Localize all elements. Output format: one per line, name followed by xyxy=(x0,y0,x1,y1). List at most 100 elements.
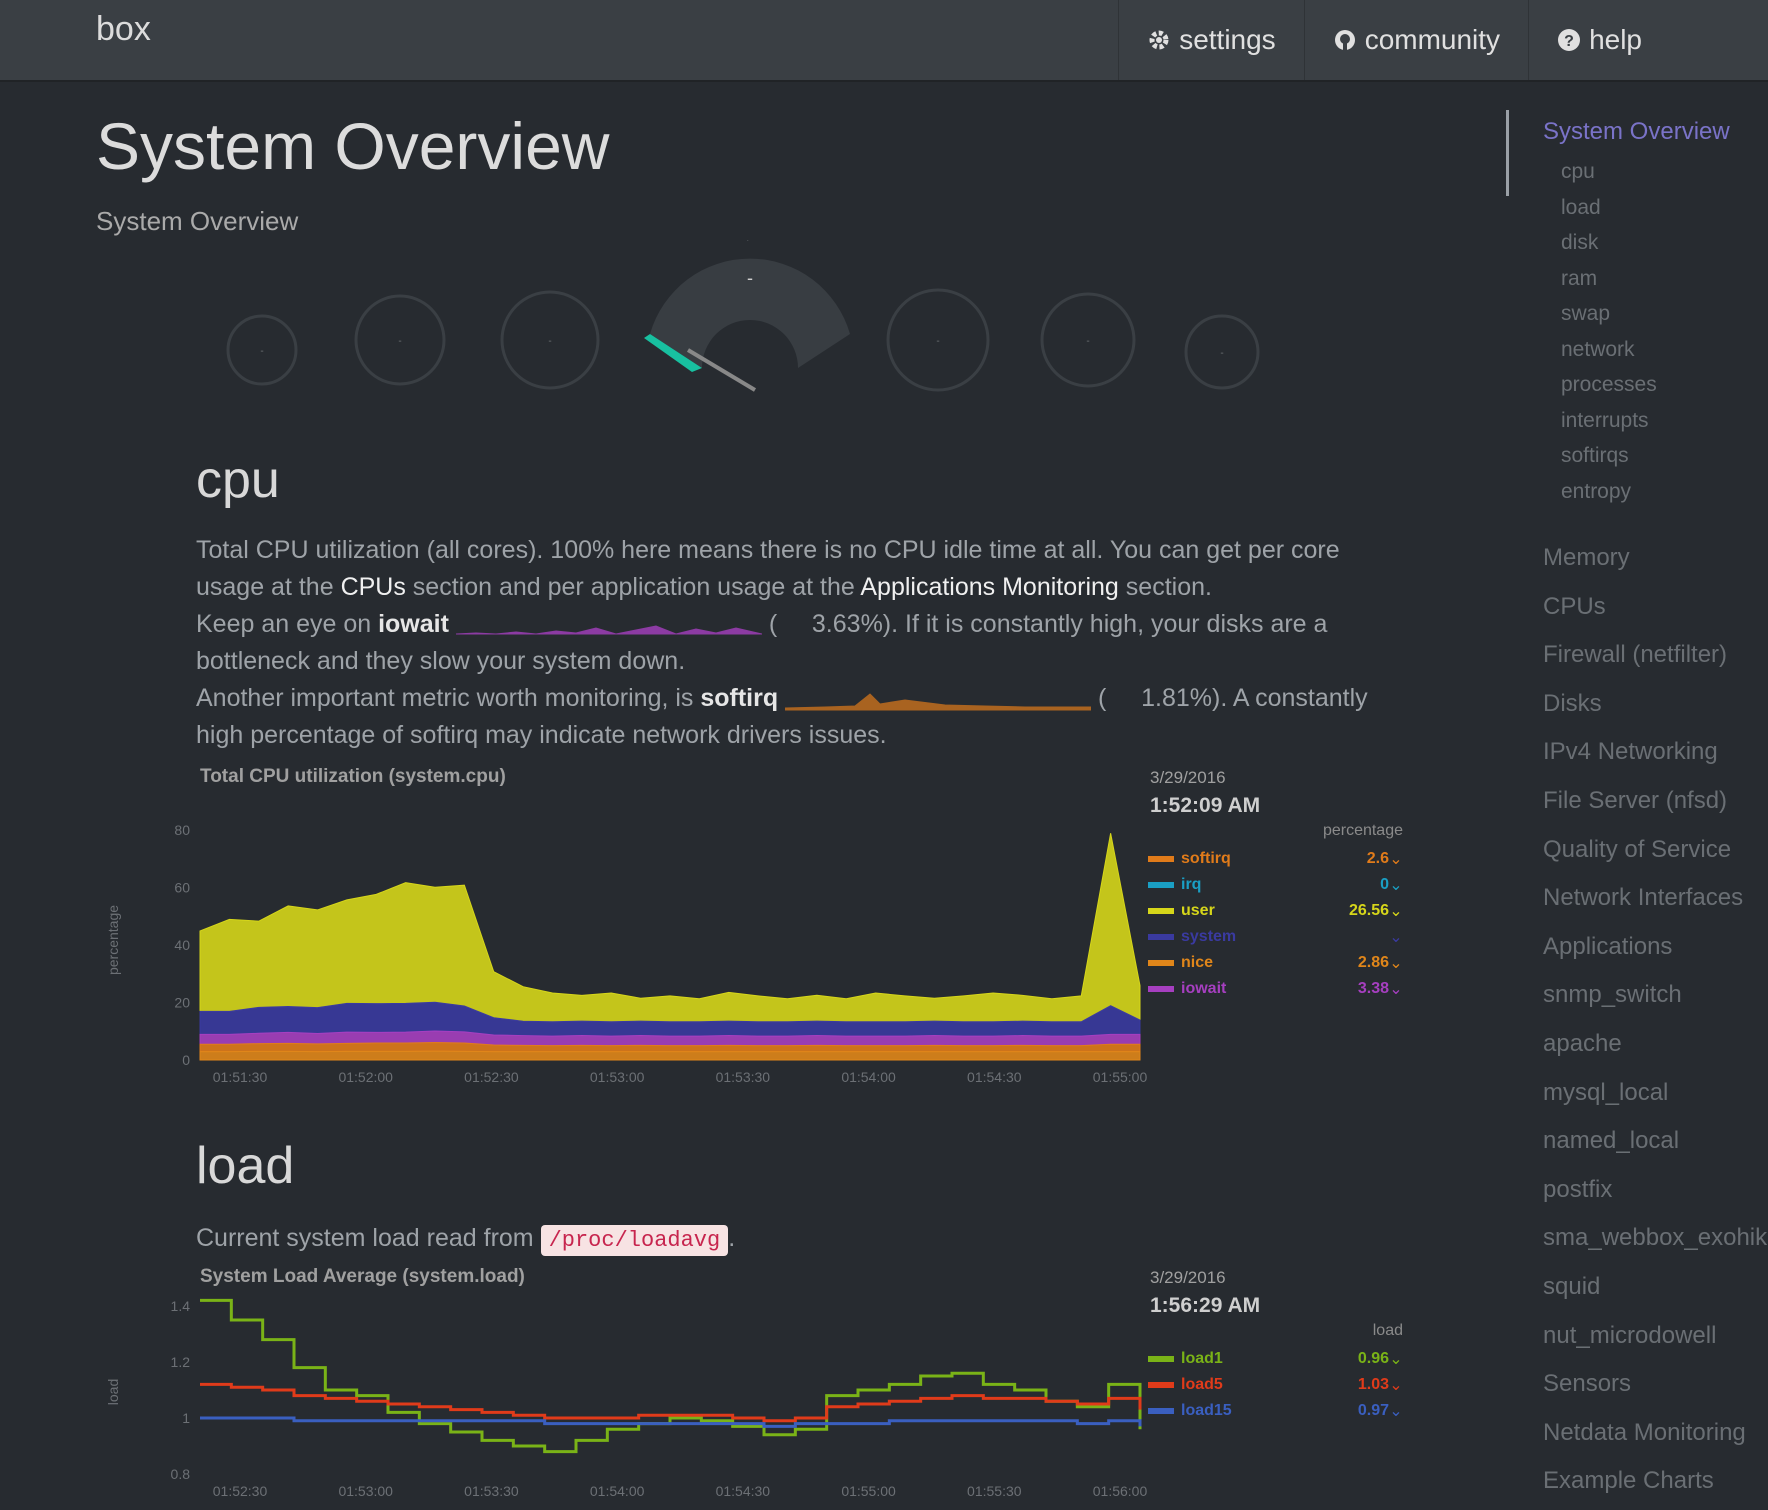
legend-swatch xyxy=(1148,1356,1174,1362)
cpu-desc-text: Keep an eye on xyxy=(196,610,379,638)
series-area-user xyxy=(199,833,1141,1023)
sidebar-subitem-disk[interactable]: disk xyxy=(1561,231,1599,254)
top-navbar: box settings community ? help xyxy=(0,0,1768,82)
sidebar-item-example-charts[interactable]: Example Charts xyxy=(1543,1467,1714,1495)
cpu-chart-title: Total CPU utilization (system.cpu) xyxy=(200,766,506,787)
sidebar-item-quality-of-service[interactable]: Quality of Service xyxy=(1543,835,1732,863)
sidebar-item-network-interfaces[interactable]: Network Interfaces xyxy=(1543,884,1744,912)
legend-name: system xyxy=(1181,928,1237,945)
x-tick-label: 01:51:30 xyxy=(213,1069,268,1085)
sidebar-item-ipv4-networking[interactable]: IPv4 Networking xyxy=(1543,738,1718,766)
sidebar-subitem-ram[interactable]: ram xyxy=(1561,266,1598,290)
load-ylabel: load xyxy=(105,1379,121,1405)
iowait-value: 3.63% xyxy=(811,610,883,638)
chevron-down-icon: ⌄ xyxy=(1389,903,1403,920)
sidebar-item-firewall-netfilter-[interactable]: Firewall (netfilter) xyxy=(1543,641,1728,669)
legend-item-system[interactable]: system ⌄ xyxy=(1148,924,1403,950)
x-tick-label: 01:54:30 xyxy=(716,1483,771,1499)
help-button[interactable]: ? help xyxy=(1528,0,1670,80)
sidebar-subitem-processes[interactable]: processes xyxy=(1561,373,1657,396)
sidebar-item-system-overview[interactable]: System Overview xyxy=(1543,118,1730,145)
legend-item-nice[interactable]: nice 2.86 ⌄ xyxy=(1148,950,1403,976)
cpu-gauge-arc xyxy=(650,258,850,368)
paren-open: ( xyxy=(761,610,778,638)
settings-button[interactable]: settings xyxy=(1118,0,1304,80)
legend-item-irq[interactable]: irq 0 ⌄ xyxy=(1148,872,1403,898)
legend-item-user[interactable]: user 26.56 ⌄ xyxy=(1148,898,1403,924)
cpu-desc-text: Another important metric worth monitorin… xyxy=(196,684,701,712)
sidebar-item-netdata-monitoring[interactable]: Netdata Monitoring xyxy=(1543,1418,1746,1446)
sidebar-subitem-network[interactable]: network xyxy=(1561,337,1635,361)
softirq-sparkline xyxy=(785,693,1092,711)
legend-value: 0 xyxy=(1380,876,1389,893)
sidebar-item-disks[interactable]: Disks xyxy=(1543,689,1602,717)
legend-name: load15 xyxy=(1181,1402,1232,1419)
x-tick-label: 01:54:00 xyxy=(590,1483,645,1499)
x-tick-label: 01:53:30 xyxy=(464,1483,519,1499)
sidebar-item-apache[interactable]: apache xyxy=(1543,1030,1622,1057)
question-icon: ? xyxy=(1558,29,1581,51)
gauge-value: - xyxy=(398,336,401,347)
legend-item-load1[interactable]: load1 0.96 ⌄ xyxy=(1148,1346,1403,1372)
legend-item-iowait[interactable]: iowait 3.38 ⌄ xyxy=(1148,976,1403,1002)
gauge-value: - xyxy=(936,336,939,347)
x-tick-label: 01:52:00 xyxy=(338,1069,393,1085)
load-legend: load load1 0.96 ⌄ load5 1.03 ⌄ load15 0.97 ⌄ xyxy=(1148,1322,1403,1424)
legend-name: load5 xyxy=(1181,1376,1223,1393)
cpus-link[interactable]: CPUs xyxy=(340,573,406,601)
x-tick-label: 01:53:00 xyxy=(338,1483,393,1499)
github-icon xyxy=(1334,30,1355,50)
sidebar-item-mysql-local[interactable]: mysql_local xyxy=(1543,1078,1669,1106)
cpu-chart[interactable]: percentage 0 20 40 60 80 01:51:30 01:52:00 01:5… xyxy=(96,810,1156,1090)
sidebar-item-snmp-switch[interactable]: snmp_switch xyxy=(1543,981,1682,1009)
sidebar-item-cpus[interactable]: CPUs xyxy=(1543,592,1606,620)
applications-link[interactable]: Applications Monitoring xyxy=(860,573,1119,601)
help-label: help xyxy=(1589,24,1642,55)
load-chart-date: 3/29/2016 xyxy=(1150,1268,1226,1287)
legend-value: 26.56 xyxy=(1348,902,1389,919)
sidebar-item-squid[interactable]: squid xyxy=(1543,1273,1601,1300)
gauges-row: - - - - - - cpu - xyxy=(226,240,1260,392)
load-chart-title: System Load Average (system.load) xyxy=(200,1266,525,1287)
y-tick-label: 40 xyxy=(174,937,190,953)
sidebar-item-named-local[interactable]: named_local xyxy=(1543,1127,1680,1155)
cpu-gauge-fill xyxy=(644,334,702,372)
sidebar-subitem-interrupts[interactable]: interrupts xyxy=(1561,408,1649,432)
gauge-dial xyxy=(1184,314,1260,390)
load-chart[interactable]: load 0.8 1 1.2 1.4 01:52:30 01:53:00 01:53:30 0… xyxy=(96,1296,1156,1502)
y-tick-label: 60 xyxy=(174,880,190,896)
x-tick-label: 01:53:00 xyxy=(590,1069,645,1085)
sidebar-item-file-server-nfsd-[interactable]: File Server (nfsd) xyxy=(1543,787,1728,814)
sidebar-subitem-swap[interactable]: swap xyxy=(1561,302,1611,325)
sidebar-item-sma-webbox-exohik[interactable]: sma_webbox_exohik xyxy=(1543,1224,1768,1252)
legend-item-softirq[interactable]: softirq 2.6 ⌄ xyxy=(1148,846,1403,872)
y-tick-label: 1 xyxy=(182,1410,190,1426)
sidebar-item-applications[interactable]: Applications xyxy=(1543,932,1673,960)
sidebar-subitem-cpu[interactable]: cpu xyxy=(1561,160,1595,183)
brand-logo[interactable]: box xyxy=(96,10,151,48)
community-button[interactable]: community xyxy=(1303,0,1528,80)
cpu-legend: percentage softirq 2.6 ⌄ irq 0 ⌄ user 26.56 ⌄ sys… xyxy=(1148,822,1403,1002)
x-tick-label: 01:55:00 xyxy=(1093,1069,1148,1085)
y-tick-label: 1.2 xyxy=(171,1354,191,1370)
sidebar-item-sensors[interactable]: Sensors xyxy=(1543,1370,1632,1398)
sidebar-subitem-entropy[interactable]: entropy xyxy=(1561,479,1632,503)
sidebar-item-memory[interactable]: Memory xyxy=(1543,544,1630,571)
sidebar-subitem-load[interactable]: load xyxy=(1561,195,1601,219)
series-line-load5 xyxy=(200,1382,1142,1423)
legend-name: nice xyxy=(1181,954,1214,971)
cpu-chart-date: 3/29/2016 xyxy=(1150,768,1226,787)
legend-item-load5[interactable]: load5 1.03 ⌄ xyxy=(1148,1372,1403,1398)
sidebar-item-postfix[interactable]: postfix xyxy=(1543,1175,1613,1203)
legend-value: 0.97 xyxy=(1357,1402,1389,1419)
paren-open: ( xyxy=(1091,684,1107,712)
load-desc-text: . xyxy=(728,1224,736,1252)
gauge-dial xyxy=(354,294,446,386)
page-subtitle: System Overview xyxy=(96,206,299,236)
sidebar-item-nut-microdowell[interactable]: nut_microdowell xyxy=(1543,1321,1717,1349)
legend-item-load15[interactable]: load15 0.97 ⌄ xyxy=(1148,1398,1403,1424)
sidebar-subitem-softirqs[interactable]: softirqs xyxy=(1561,444,1629,467)
cpu-section-title: cpu xyxy=(196,451,280,509)
load-legend-units: load xyxy=(1372,1322,1403,1339)
gear-icon xyxy=(1149,30,1169,50)
